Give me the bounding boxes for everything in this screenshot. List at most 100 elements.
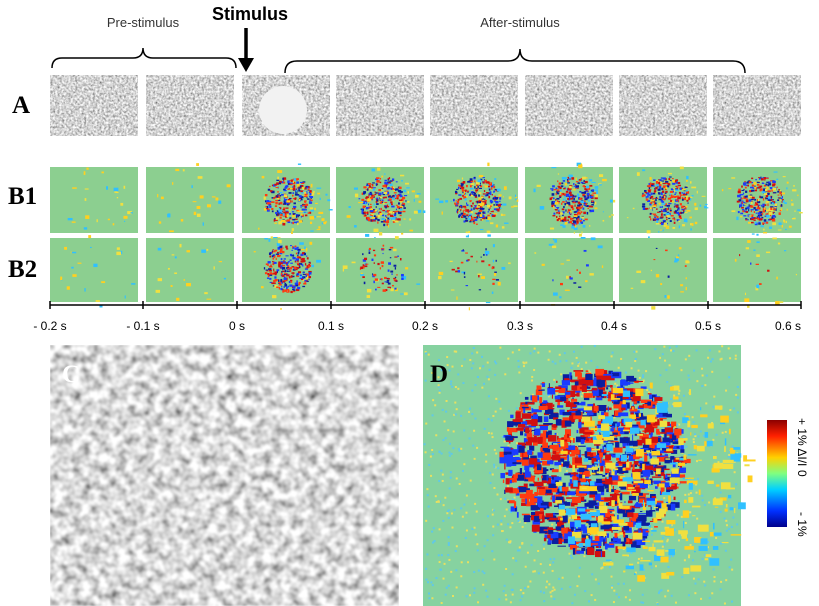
speckle xyxy=(579,443,581,445)
speckle xyxy=(298,284,300,286)
speckle xyxy=(571,177,574,180)
speckle xyxy=(660,230,662,231)
speckle xyxy=(384,192,388,194)
speckle xyxy=(678,182,680,184)
speckle xyxy=(566,470,568,472)
speckle xyxy=(296,280,297,282)
speckle xyxy=(565,421,571,427)
speckle xyxy=(765,189,767,192)
speckle xyxy=(594,202,596,205)
speckle xyxy=(298,257,301,259)
speckle xyxy=(578,202,581,204)
speckle xyxy=(655,565,657,567)
speckle xyxy=(425,520,427,522)
speckle xyxy=(302,209,305,211)
speckle xyxy=(657,443,666,448)
speckle xyxy=(568,221,569,223)
speckle xyxy=(495,197,498,199)
speckle xyxy=(310,230,313,231)
speckle xyxy=(272,258,274,260)
after-stimulus-label: After-stimulus xyxy=(480,15,560,30)
speckle xyxy=(571,221,572,223)
speckle xyxy=(692,223,694,226)
speckle xyxy=(746,198,748,200)
speckle xyxy=(282,223,285,226)
speckle xyxy=(433,540,435,542)
speckle xyxy=(755,190,757,192)
speckle xyxy=(762,183,765,184)
speckle xyxy=(265,194,268,196)
speckle xyxy=(291,222,293,223)
speckle xyxy=(670,349,672,351)
speckle xyxy=(507,445,509,447)
speckle xyxy=(483,254,485,256)
speckle xyxy=(492,415,494,417)
speckle xyxy=(478,201,480,202)
speckle xyxy=(279,253,282,254)
speckle xyxy=(647,402,651,406)
speckle xyxy=(783,219,784,221)
speckle xyxy=(284,258,286,259)
speckle xyxy=(483,193,486,194)
speckle xyxy=(542,475,549,481)
speckle xyxy=(609,566,611,568)
speckle xyxy=(298,252,300,254)
speckle xyxy=(569,175,573,178)
speckle xyxy=(373,195,375,197)
speckle xyxy=(774,207,775,209)
speckle xyxy=(581,346,583,348)
speckle xyxy=(737,386,739,388)
speckle xyxy=(551,475,557,476)
speckle xyxy=(452,595,454,597)
speckle xyxy=(364,258,367,260)
speckle xyxy=(277,255,280,257)
speckle xyxy=(457,267,459,269)
speckle xyxy=(559,182,561,184)
speckle xyxy=(662,537,664,539)
speckle xyxy=(376,198,378,200)
speckle xyxy=(395,188,398,190)
speckle xyxy=(665,187,667,190)
speckle xyxy=(283,190,286,191)
speckle xyxy=(702,374,704,376)
speckle xyxy=(745,191,747,193)
speckle xyxy=(646,510,652,516)
speckle xyxy=(501,214,503,216)
speckle xyxy=(762,222,765,223)
speckle xyxy=(545,586,547,588)
speckle xyxy=(575,381,579,385)
speckle xyxy=(571,226,574,229)
speckle xyxy=(455,386,457,388)
speckle xyxy=(85,188,89,189)
speckle xyxy=(756,285,759,289)
speckle xyxy=(690,492,692,494)
speckle xyxy=(479,188,482,189)
speckle xyxy=(542,382,545,383)
speckle xyxy=(666,213,670,215)
speckle xyxy=(659,590,661,592)
speckle xyxy=(492,514,494,516)
speckle xyxy=(542,515,545,522)
speckle xyxy=(594,345,596,347)
speckle xyxy=(439,201,443,203)
speckle xyxy=(784,202,787,204)
speckle xyxy=(664,209,666,210)
speckle xyxy=(612,475,618,480)
speckle xyxy=(479,192,482,194)
speckle xyxy=(399,187,402,189)
speckle xyxy=(360,267,363,270)
speckle xyxy=(656,197,657,199)
speckle xyxy=(772,210,775,211)
speckle xyxy=(602,265,603,268)
speckle xyxy=(674,261,678,263)
speckle xyxy=(385,219,386,221)
speckle xyxy=(374,194,376,195)
frame-b1 xyxy=(713,167,803,240)
speckle xyxy=(581,192,584,194)
speckle xyxy=(576,269,577,271)
speckle xyxy=(581,231,582,233)
speckle xyxy=(696,349,698,351)
speckle xyxy=(461,187,464,189)
speckle xyxy=(659,374,661,376)
speckle xyxy=(500,447,509,448)
